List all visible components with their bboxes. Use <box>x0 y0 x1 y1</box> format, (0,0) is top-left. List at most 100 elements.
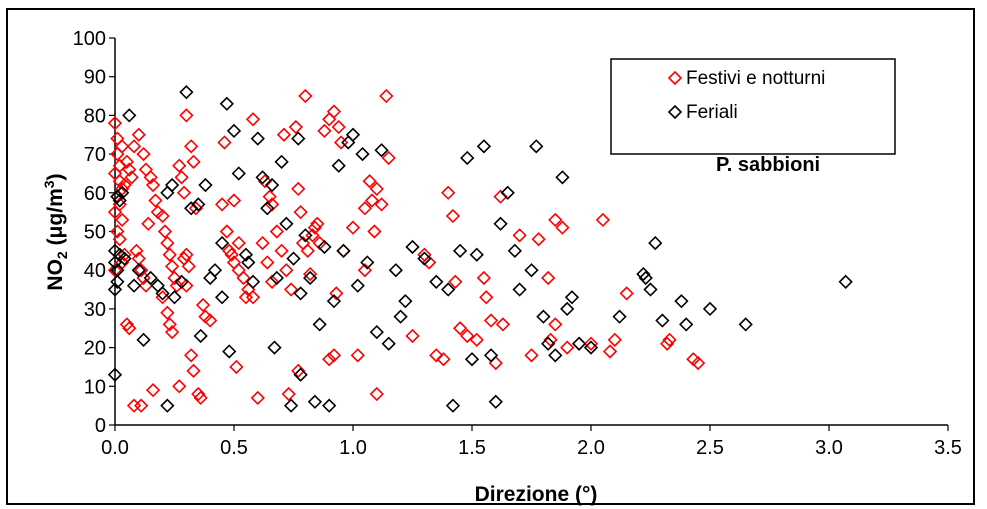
data-point-festivi <box>531 232 546 247</box>
legend: Festivi e notturni Feriali <box>610 58 896 155</box>
data-point-festivi <box>226 193 242 208</box>
data-point-festivi <box>172 158 187 173</box>
data-point-feriali <box>231 166 246 181</box>
data-point-festivi <box>224 247 239 262</box>
data-point-festivi <box>379 88 394 104</box>
x-tick-label: 2.5 <box>696 437 724 459</box>
data-point-feriali <box>469 247 484 262</box>
data-point-feriali <box>638 270 653 286</box>
data-point-festivi <box>131 127 146 142</box>
data-point-festivi <box>217 135 232 150</box>
data-point-festivi <box>124 170 139 185</box>
data-point-festivi <box>193 390 208 406</box>
data-point-festivi <box>245 112 261 127</box>
data-point-feriali <box>126 278 142 293</box>
data-point-festivi <box>229 359 244 375</box>
data-point-festivi <box>141 216 156 231</box>
station-annotation: P. sabbioni <box>716 154 820 176</box>
data-point-festivi <box>336 243 351 258</box>
data-point-feriali <box>264 177 280 193</box>
data-point-festivi <box>119 154 135 169</box>
data-point-feriali <box>345 127 361 142</box>
data-point-feriali <box>191 197 206 212</box>
y-tick-label: 10 <box>84 376 106 398</box>
data-point-feriali <box>226 123 242 139</box>
data-point-festivi <box>115 139 130 154</box>
data-point-festivi <box>203 313 218 328</box>
data-point-feriali <box>250 131 265 146</box>
data-point-feriali <box>160 398 175 413</box>
data-point-festivi <box>483 313 499 328</box>
axes <box>109 37 949 431</box>
data-point-feriali <box>405 239 420 255</box>
data-point-festivi <box>357 201 373 216</box>
data-point-feriali <box>107 367 123 382</box>
data-point-festivi <box>374 197 389 212</box>
data-point-feriali <box>452 243 468 258</box>
data-point-festivi <box>476 270 492 286</box>
data-point-festivi <box>179 278 194 293</box>
y-tick-label: 30 <box>84 299 106 321</box>
data-point-festivi <box>160 235 175 251</box>
data-point-festivi <box>291 181 306 197</box>
data-point-festivi <box>214 197 230 212</box>
data-point-festivi <box>452 321 468 336</box>
data-point-festivi <box>179 108 194 123</box>
data-point-festivi <box>345 220 361 235</box>
data-point-feriali <box>279 216 294 231</box>
data-point-feriali <box>160 185 175 200</box>
y-tick-label: 0 <box>95 415 106 437</box>
data-point-feriali <box>555 170 570 185</box>
x-tick-label: 0.0 <box>101 437 129 459</box>
data-point-feriali <box>336 243 351 258</box>
data-point-feriali <box>238 247 254 262</box>
data-point-feriali <box>214 290 230 305</box>
data-point-festivi <box>445 208 461 224</box>
data-point-festivi <box>174 170 189 185</box>
data-point-feriali <box>483 348 499 363</box>
x-tick-label: 3.0 <box>815 437 843 459</box>
data-point-feriali <box>674 294 689 309</box>
data-point-festivi <box>222 243 237 258</box>
data-point-festivi <box>326 104 342 119</box>
data-point-festivi <box>469 332 484 347</box>
data-point-festivi <box>329 286 344 301</box>
data-point-festivi <box>307 220 323 235</box>
data-point-feriali <box>260 201 275 216</box>
data-point-festivi <box>255 235 270 251</box>
data-point-festivi <box>619 286 634 301</box>
data-point-feriali <box>207 263 223 278</box>
data-point-feriali <box>117 251 132 266</box>
data-point-festivi <box>162 317 177 332</box>
data-point-festivi <box>231 263 246 278</box>
y-tick-label: 90 <box>84 67 106 89</box>
data-point-festivi <box>448 274 463 289</box>
data-point-feriali <box>548 348 563 363</box>
data-point-festivi <box>543 332 558 347</box>
data-point-feriali <box>245 274 261 289</box>
data-point-festivi <box>117 247 132 262</box>
data-point-festivi <box>176 185 192 200</box>
data-point-festivi <box>607 332 622 347</box>
data-point-feriali <box>317 239 332 255</box>
data-point-festivi <box>488 355 503 371</box>
data-point-festivi <box>310 216 325 231</box>
x-axis-title: Direzione (°) <box>475 483 598 506</box>
data-point-festivi <box>331 119 346 135</box>
data-point-festivi <box>274 243 289 258</box>
data-point-festivi <box>107 205 123 220</box>
data-point-feriali <box>524 263 539 278</box>
data-point-festivi <box>167 270 182 286</box>
data-point-festivi <box>115 212 130 228</box>
x-tick-label: 3.5 <box>934 437 962 459</box>
data-point-festivi <box>119 317 135 332</box>
data-point-feriali <box>464 352 480 367</box>
data-point-feriali <box>241 255 256 270</box>
data-point-feriali <box>193 328 208 344</box>
data-point-festivi <box>145 177 161 193</box>
data-point-feriali <box>571 336 587 351</box>
data-point-festivi <box>260 255 275 270</box>
y-tick-label: 70 <box>84 144 106 166</box>
data-point-feriali <box>541 336 556 351</box>
